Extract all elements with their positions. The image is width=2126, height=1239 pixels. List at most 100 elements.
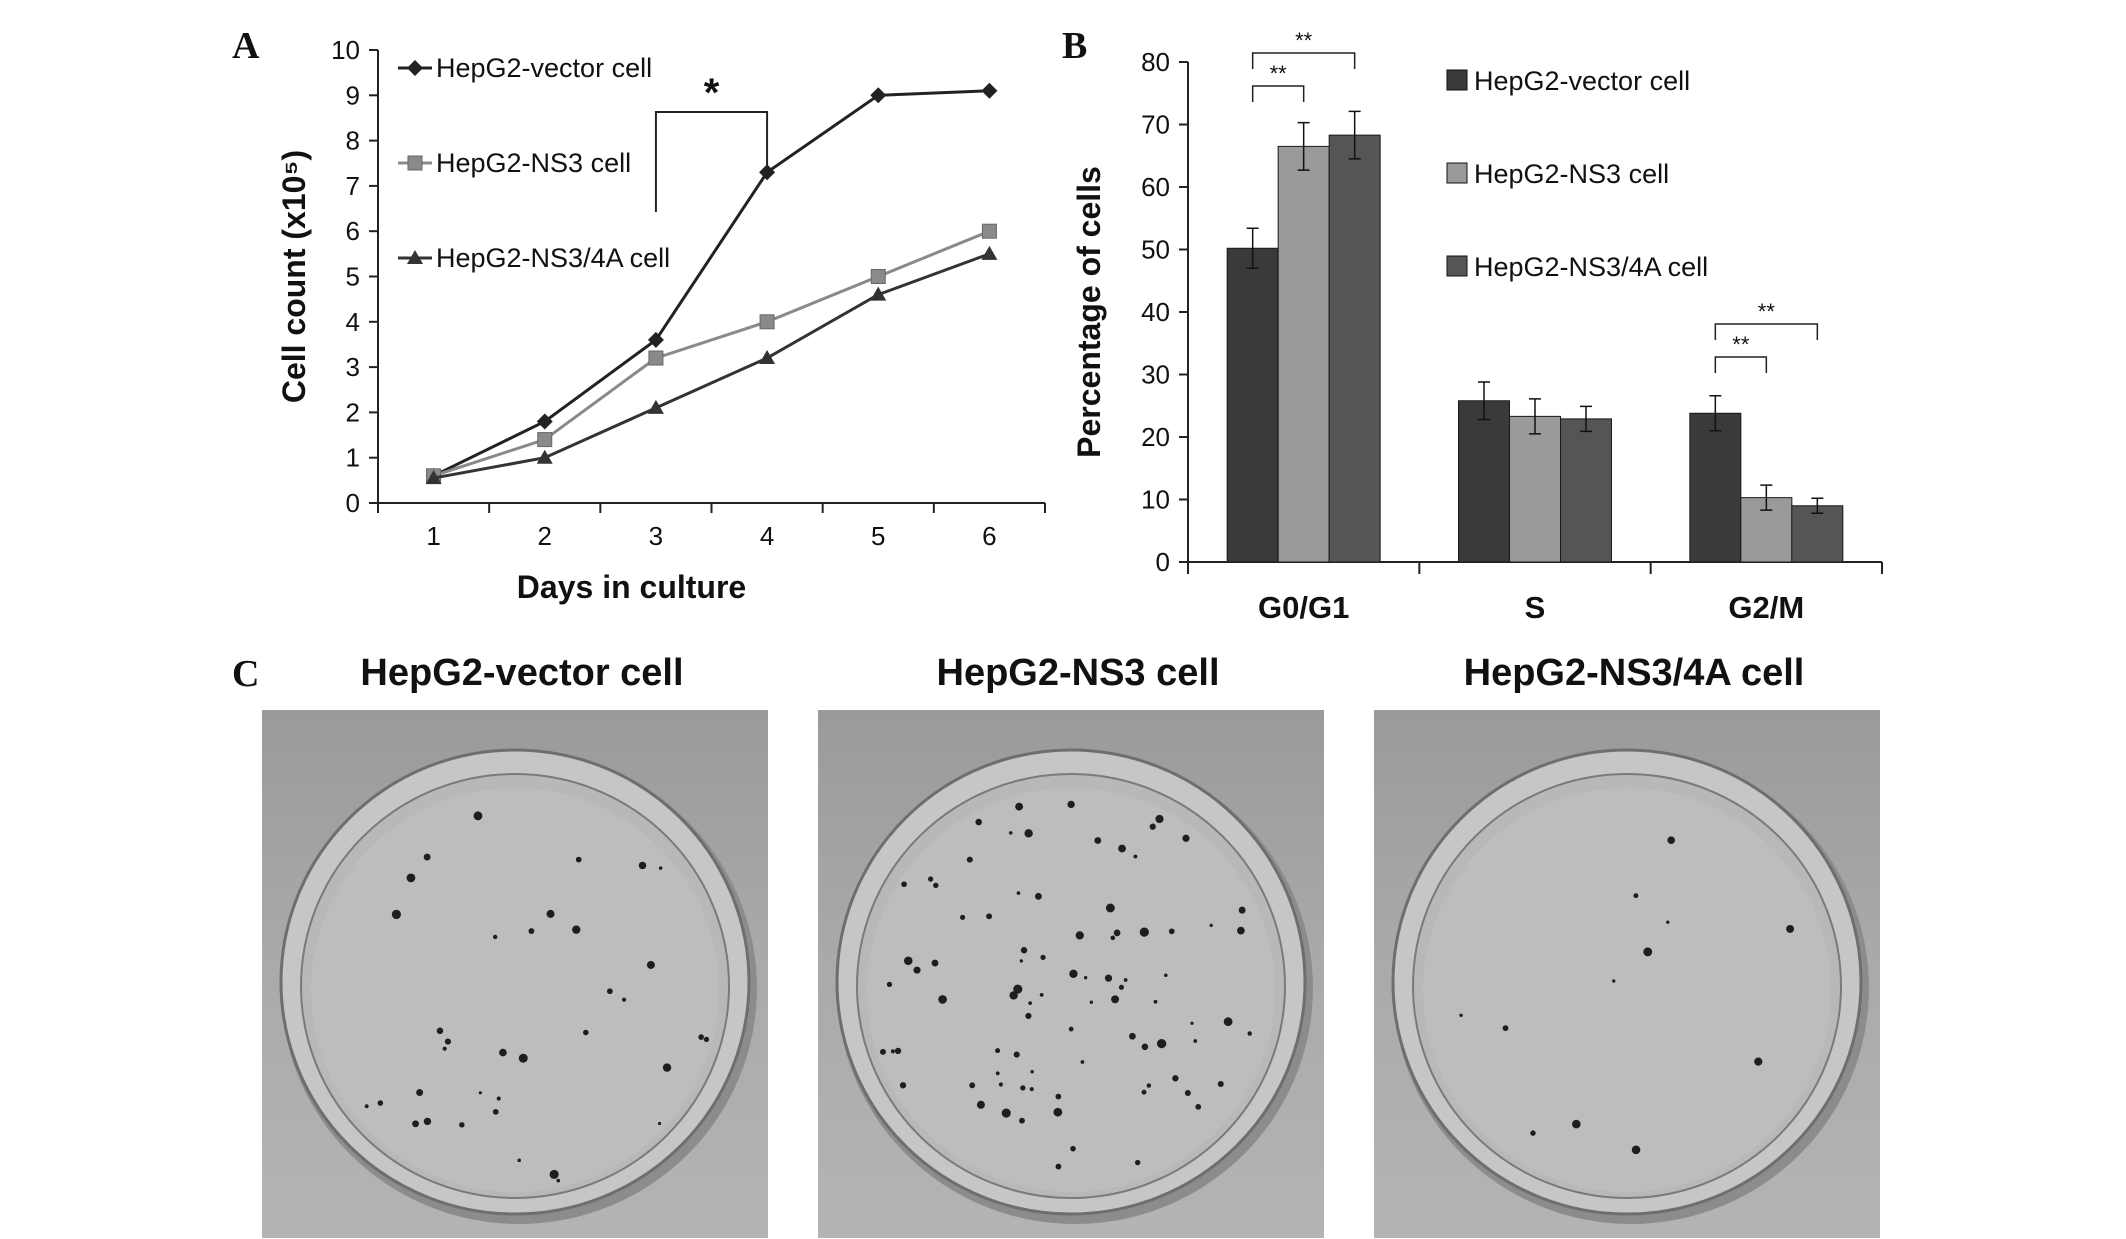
a-data-point — [647, 399, 664, 414]
colony-dot — [1164, 973, 1168, 977]
a-legend-marker — [407, 155, 423, 171]
colony-dot — [1754, 1057, 1763, 1066]
colony-dot — [423, 1117, 432, 1126]
a-significance-label: * — [704, 71, 720, 115]
colony-dot — [960, 914, 966, 920]
colony-dot — [931, 959, 939, 967]
a-data-point — [536, 413, 553, 430]
colony-dot — [703, 1036, 710, 1043]
colony-dot — [658, 866, 663, 870]
a-data-point — [870, 87, 887, 104]
colony-dot — [1040, 954, 1046, 960]
colony-dot — [1666, 920, 1670, 924]
colony-dot — [1141, 1043, 1149, 1051]
colony-dot — [621, 997, 627, 1002]
b-legend-label: HepG2-NS3 cell — [1474, 159, 1669, 189]
colony-dot — [1089, 1000, 1094, 1004]
colony-dot — [412, 1120, 419, 1128]
colony-dot — [1075, 931, 1084, 940]
b-significance-label: ** — [1270, 61, 1288, 86]
colony-dot — [1001, 1108, 1011, 1118]
b-y-tick-label: 40 — [1141, 297, 1170, 327]
b-y-tick-label: 80 — [1141, 47, 1170, 77]
colony-dot — [444, 1038, 452, 1045]
colony-dot — [901, 881, 907, 888]
colony-dot — [969, 1082, 976, 1089]
a-data-point — [647, 331, 664, 348]
colony-dot — [492, 934, 498, 940]
dish-floor — [867, 788, 1275, 1192]
colony-dot — [1118, 984, 1124, 990]
a-legend-label: HepG2-vector cell — [436, 53, 652, 83]
colony-dot — [546, 909, 555, 918]
a-legend-marker — [407, 250, 423, 264]
b-bar — [1689, 412, 1742, 563]
a-data-point — [759, 164, 776, 181]
colony-dot — [1141, 1089, 1147, 1095]
colony-dot — [442, 1046, 447, 1051]
colony-dot — [1631, 1145, 1641, 1155]
colony-dot — [966, 856, 973, 863]
a-y-tick-label: 9 — [346, 80, 360, 110]
colony-dot — [1080, 1060, 1085, 1064]
a-x-tick-label: 5 — [871, 521, 885, 551]
colony-dot — [1067, 800, 1075, 809]
b-legend-label: HepG2-vector cell — [1474, 66, 1690, 96]
colony-dot — [364, 1104, 369, 1109]
colony-dot — [528, 928, 535, 934]
a-data-point — [870, 269, 886, 284]
colony-dot — [1572, 1119, 1581, 1129]
colony-dot — [1020, 947, 1028, 954]
dish-photo-vector — [262, 710, 768, 1238]
b-bar — [1509, 415, 1561, 563]
colony-dot — [1633, 893, 1639, 899]
b-y-tick-label: 50 — [1141, 235, 1170, 265]
colony-dot — [938, 995, 947, 1004]
a-data-point — [648, 350, 664, 366]
colony-dot — [492, 1108, 499, 1115]
colony-dot — [499, 1048, 507, 1057]
colony-dot — [1069, 969, 1078, 979]
petri-dish-drawing — [1391, 748, 1869, 1224]
colony-dot — [1110, 935, 1116, 941]
colony-dot — [1123, 978, 1128, 982]
a-y-tick-label: 0 — [346, 488, 360, 518]
dish-photo-ns3 — [818, 710, 1324, 1238]
b-legend-swatch — [1446, 255, 1468, 277]
colony-dot — [1035, 892, 1042, 900]
colony-dot — [1237, 926, 1245, 935]
b-legend-swatch — [1446, 162, 1468, 184]
dish-photo-ns3-4a — [1374, 710, 1880, 1238]
a-series-line — [432, 89, 990, 478]
colony-dot — [1068, 1026, 1074, 1032]
colony-dot — [556, 1178, 561, 1183]
colony-dot — [995, 1048, 1001, 1054]
a-y-tick-label: 10 — [331, 35, 360, 65]
b-bar — [1560, 418, 1612, 563]
colony-dot — [1105, 903, 1115, 913]
colony-dot — [1113, 929, 1121, 937]
colony-dot — [518, 1053, 528, 1063]
a-data-point — [981, 223, 997, 239]
colony-dot — [1184, 1089, 1191, 1097]
b-category-label: G2/M — [1728, 590, 1804, 625]
colony-dot — [575, 856, 582, 863]
a-y-tick-label: 4 — [346, 307, 360, 337]
b-category-label: G0/G1 — [1258, 590, 1349, 625]
colony-dot — [1530, 1130, 1536, 1136]
a-x-tick-label: 6 — [982, 521, 996, 551]
colony-dot — [1028, 1001, 1032, 1006]
colony-dot — [1612, 979, 1616, 983]
colony-dot — [1008, 831, 1013, 835]
colony-dot — [933, 882, 939, 889]
colony-dot — [1019, 1117, 1025, 1124]
a-data-point — [981, 245, 998, 260]
colony-dot — [975, 818, 982, 826]
colony-dot — [1055, 1163, 1062, 1170]
b-significance-bracket — [1251, 52, 1356, 69]
b-y-axis-title: Percentage of cells — [1071, 166, 1107, 458]
colony-dot — [890, 1049, 895, 1054]
colony-dot — [1153, 999, 1158, 1004]
colony-dot — [1070, 1145, 1076, 1152]
a-significance-bracket — [654, 111, 769, 212]
